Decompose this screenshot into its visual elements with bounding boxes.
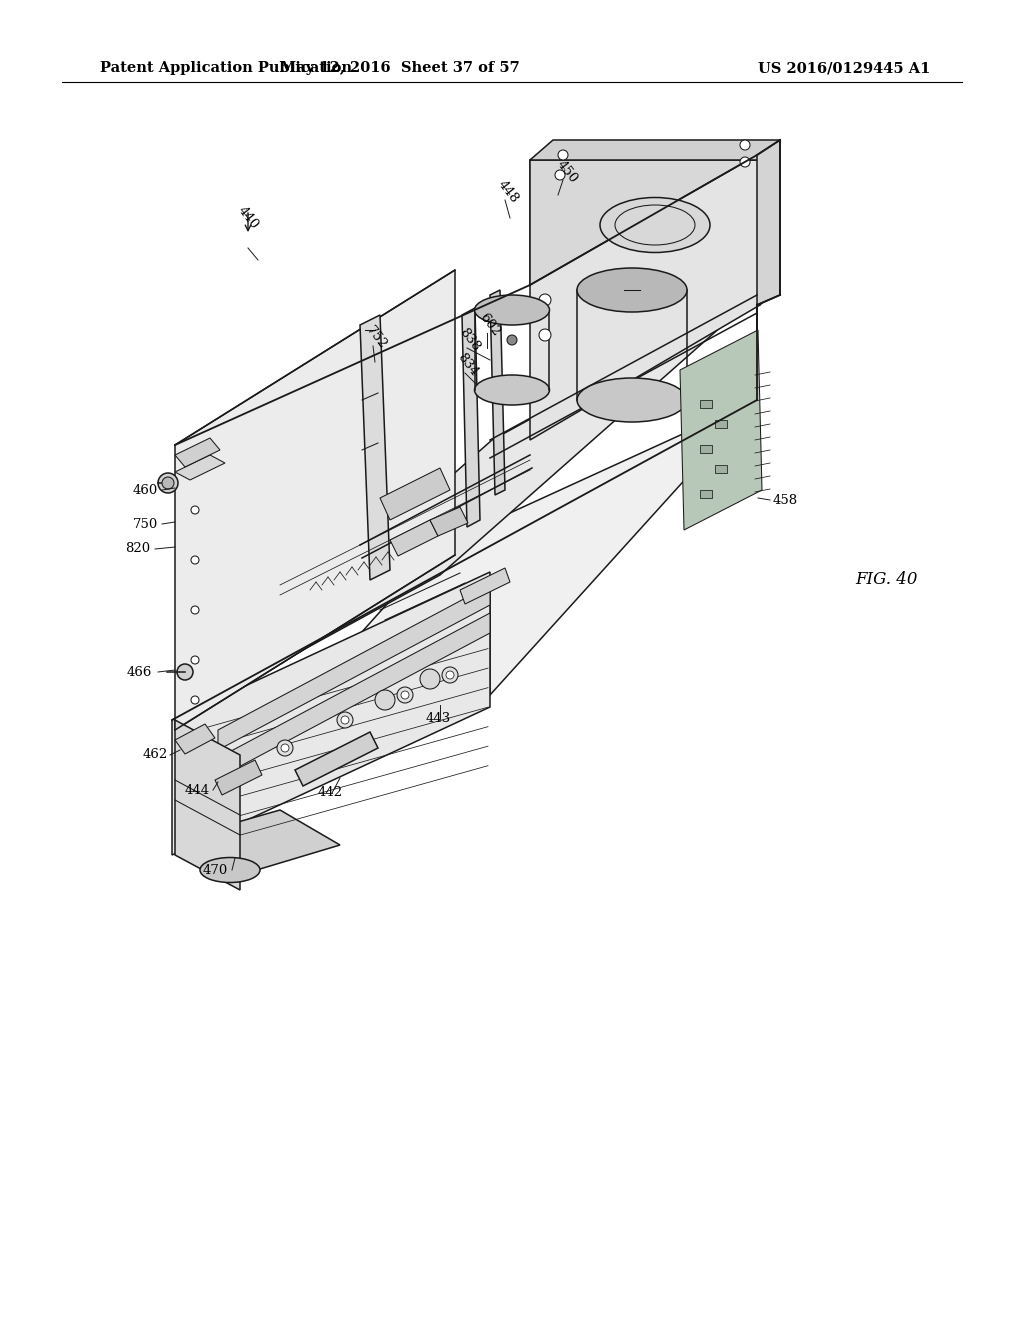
Polygon shape bbox=[530, 140, 780, 160]
Polygon shape bbox=[430, 507, 468, 536]
Polygon shape bbox=[218, 612, 490, 777]
Circle shape bbox=[740, 157, 750, 168]
Polygon shape bbox=[380, 469, 450, 520]
Circle shape bbox=[555, 170, 565, 180]
Ellipse shape bbox=[200, 858, 260, 883]
Text: 458: 458 bbox=[773, 494, 798, 507]
Text: 444: 444 bbox=[185, 784, 210, 796]
Text: US 2016/0129445 A1: US 2016/0129445 A1 bbox=[758, 61, 930, 75]
Bar bbox=[715, 420, 727, 428]
Polygon shape bbox=[218, 585, 490, 750]
Circle shape bbox=[401, 690, 409, 700]
Text: May 12, 2016  Sheet 37 of 57: May 12, 2016 Sheet 37 of 57 bbox=[281, 61, 520, 75]
Ellipse shape bbox=[577, 268, 687, 312]
Circle shape bbox=[375, 690, 395, 710]
Circle shape bbox=[158, 473, 178, 492]
Text: 442: 442 bbox=[317, 787, 343, 800]
Polygon shape bbox=[390, 520, 438, 556]
Polygon shape bbox=[175, 271, 455, 730]
Polygon shape bbox=[530, 160, 760, 440]
Bar bbox=[700, 490, 712, 498]
Text: 820: 820 bbox=[125, 543, 150, 556]
Ellipse shape bbox=[474, 375, 550, 405]
Text: Patent Application Publication: Patent Application Publication bbox=[100, 61, 352, 75]
Polygon shape bbox=[295, 733, 378, 785]
Circle shape bbox=[191, 506, 199, 513]
Polygon shape bbox=[175, 719, 240, 890]
Circle shape bbox=[558, 150, 568, 160]
Polygon shape bbox=[360, 315, 390, 579]
Ellipse shape bbox=[600, 198, 710, 252]
Circle shape bbox=[442, 667, 458, 682]
Polygon shape bbox=[175, 294, 757, 719]
Polygon shape bbox=[175, 400, 757, 840]
Circle shape bbox=[539, 329, 551, 341]
Circle shape bbox=[278, 741, 293, 756]
Text: 838: 838 bbox=[457, 326, 483, 354]
Text: 448: 448 bbox=[496, 178, 521, 206]
Ellipse shape bbox=[577, 378, 687, 422]
Bar bbox=[700, 400, 712, 408]
Circle shape bbox=[191, 606, 199, 614]
Polygon shape bbox=[460, 568, 510, 605]
Text: 750: 750 bbox=[133, 517, 158, 531]
Circle shape bbox=[507, 335, 517, 345]
Ellipse shape bbox=[474, 294, 550, 325]
Circle shape bbox=[191, 556, 199, 564]
Polygon shape bbox=[760, 140, 780, 305]
Polygon shape bbox=[175, 723, 215, 754]
Circle shape bbox=[341, 715, 349, 723]
Text: 834: 834 bbox=[455, 351, 481, 379]
Text: 440: 440 bbox=[236, 205, 261, 232]
Circle shape bbox=[177, 664, 193, 680]
Circle shape bbox=[162, 477, 174, 488]
Text: FIG. 40: FIG. 40 bbox=[855, 572, 918, 589]
Polygon shape bbox=[490, 290, 505, 495]
Text: 752: 752 bbox=[364, 323, 389, 352]
Bar bbox=[715, 465, 727, 473]
Polygon shape bbox=[757, 140, 780, 400]
Circle shape bbox=[446, 671, 454, 678]
Circle shape bbox=[420, 669, 440, 689]
Circle shape bbox=[539, 294, 551, 306]
Circle shape bbox=[740, 140, 750, 150]
Bar bbox=[700, 445, 712, 453]
Text: 602: 602 bbox=[477, 312, 503, 339]
Circle shape bbox=[337, 711, 353, 729]
Circle shape bbox=[191, 696, 199, 704]
Polygon shape bbox=[172, 572, 490, 855]
Polygon shape bbox=[530, 154, 757, 285]
Text: 460: 460 bbox=[133, 483, 158, 496]
Circle shape bbox=[281, 744, 289, 752]
Text: 450: 450 bbox=[554, 158, 580, 186]
Polygon shape bbox=[462, 308, 480, 527]
Circle shape bbox=[191, 656, 199, 664]
Circle shape bbox=[191, 466, 199, 474]
Text: 443: 443 bbox=[425, 711, 451, 725]
Circle shape bbox=[397, 686, 413, 704]
Text: 462: 462 bbox=[142, 748, 168, 762]
Polygon shape bbox=[175, 576, 490, 840]
Polygon shape bbox=[175, 455, 225, 480]
Polygon shape bbox=[215, 760, 262, 795]
Polygon shape bbox=[680, 330, 762, 531]
Text: 466: 466 bbox=[127, 665, 152, 678]
Text: 470: 470 bbox=[203, 863, 228, 876]
Polygon shape bbox=[175, 438, 220, 467]
Polygon shape bbox=[175, 810, 340, 875]
